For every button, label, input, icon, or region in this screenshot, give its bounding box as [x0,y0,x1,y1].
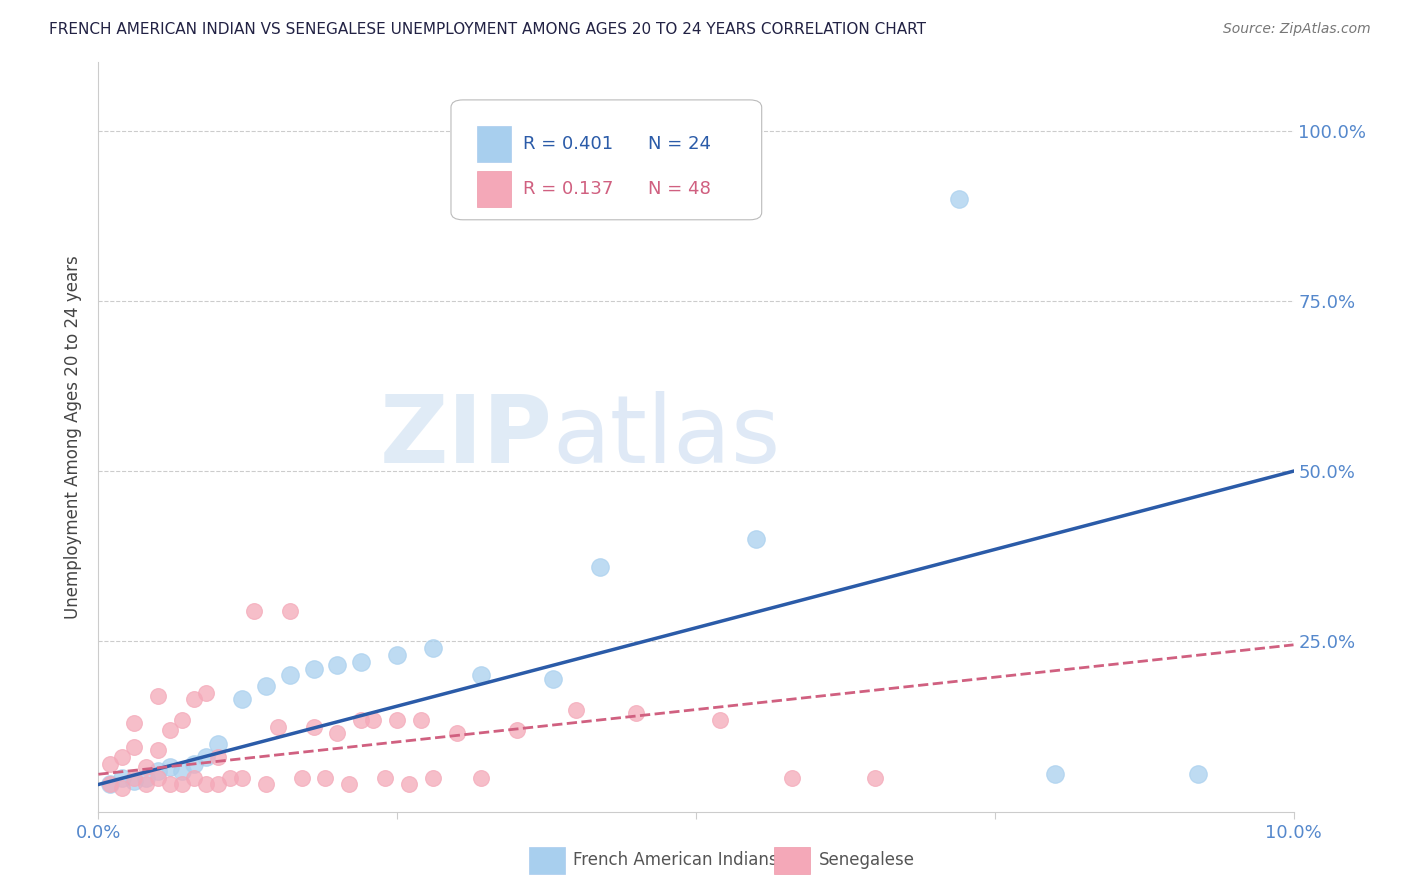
FancyBboxPatch shape [451,100,762,219]
Point [278,604,301,618]
Point [207,737,229,751]
Point [135,760,157,774]
Y-axis label: Unemployment Among Ages 20 to 24 years: Unemployment Among Ages 20 to 24 years [65,255,83,619]
Point [865,771,887,785]
Point [422,641,444,656]
Point [780,771,803,785]
Point [207,777,229,791]
Point [709,713,731,727]
Point [374,771,396,785]
Point [315,771,337,785]
Point [470,668,492,682]
Point [541,672,564,686]
Point [278,668,301,682]
Point [195,777,218,791]
Point [385,713,409,727]
Text: French American Indians: French American Indians [572,852,778,870]
Point [350,713,373,727]
Point [326,726,349,740]
Bar [773,847,810,874]
Point [135,771,157,785]
Point [124,771,146,785]
Point [1043,767,1066,781]
Text: Senegalese: Senegalese [820,852,915,870]
Point [231,692,253,706]
Text: N = 24: N = 24 [648,135,711,153]
Point [172,713,194,727]
Point [183,692,205,706]
Point [159,777,181,791]
Point [98,777,122,791]
Point [183,757,205,772]
Text: Source: ZipAtlas.com: Source: ZipAtlas.com [1223,22,1371,37]
Point [506,723,529,737]
Point [339,777,361,791]
Text: R = 0.137: R = 0.137 [523,180,613,198]
Point [219,771,242,785]
Point [207,750,229,764]
Point [195,750,218,764]
Point [291,771,314,785]
Point [135,777,157,791]
Point [148,771,170,785]
Point [267,720,290,734]
Text: ZIP: ZIP [380,391,553,483]
Point [172,777,194,791]
Point [350,655,373,669]
Point [326,658,349,673]
Bar [477,126,510,162]
Point [254,777,277,791]
Point [172,764,194,778]
Point [243,604,266,618]
Point [159,723,181,737]
Point [446,726,468,740]
Point [124,716,146,731]
Point [195,685,218,699]
Point [1187,767,1209,781]
Point [398,777,420,791]
Point [254,679,277,693]
Point [302,720,325,734]
Point [422,771,444,785]
Point [148,764,170,778]
Point [745,533,768,547]
Text: FRENCH AMERICAN INDIAN VS SENEGALESE UNEMPLOYMENT AMONG AGES 20 TO 24 YEARS CORR: FRENCH AMERICAN INDIAN VS SENEGALESE UNE… [49,22,927,37]
Point [111,780,134,795]
Point [111,750,134,764]
Point [98,777,122,791]
Point [111,771,134,785]
Text: N = 48: N = 48 [648,180,711,198]
Point [948,192,970,206]
Point [385,648,409,662]
Bar [529,847,565,874]
Point [411,713,433,727]
Point [363,713,385,727]
Point [124,774,146,789]
Text: R = 0.401: R = 0.401 [523,135,613,153]
Point [302,662,325,676]
Point [231,771,253,785]
Point [565,702,588,716]
Point [124,739,146,754]
Point [148,743,170,757]
Bar [477,171,510,207]
Text: atlas: atlas [553,391,780,483]
Point [470,771,492,785]
Point [98,757,122,772]
Point [159,760,181,774]
Point [148,689,170,703]
Point [589,559,612,574]
Point [183,771,205,785]
Point [626,706,648,720]
